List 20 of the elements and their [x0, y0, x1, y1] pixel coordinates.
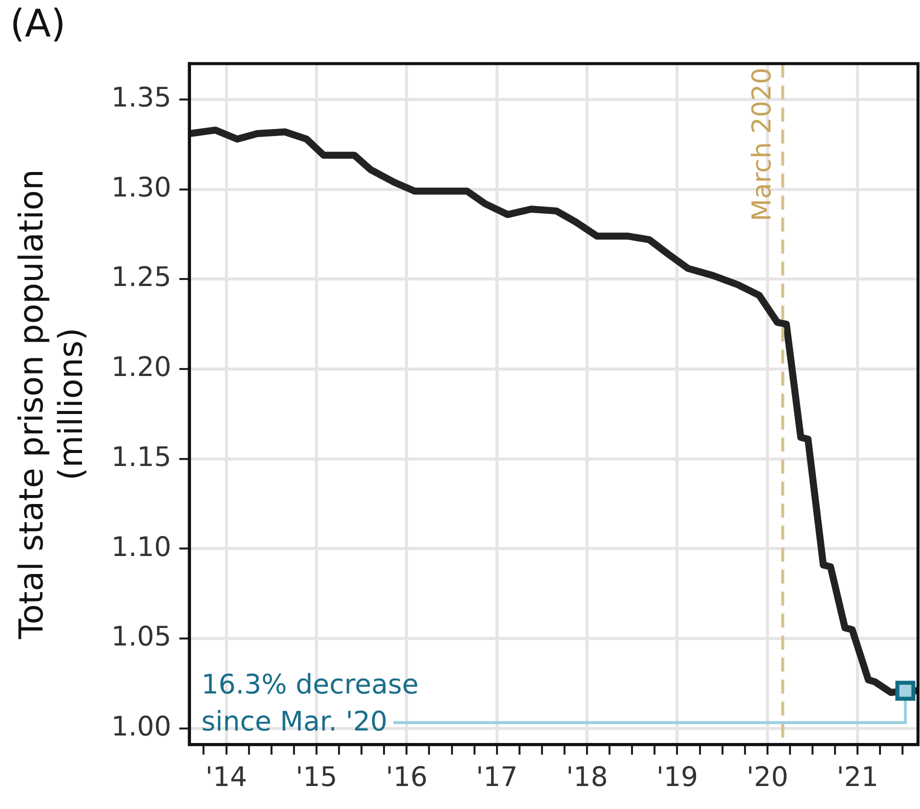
x-tick-label: '20: [746, 762, 788, 793]
y-tick-label: 1.05: [111, 622, 172, 653]
annotation: 16.3% decrease since Mar. '20: [201, 670, 419, 738]
chart-title: (A): [10, 2, 66, 46]
x-tick-label: '18: [566, 762, 608, 793]
x-tick-label: '21: [836, 762, 878, 793]
ref-line-label: March 2020: [747, 68, 778, 222]
y-tick-label: 1.15: [111, 442, 172, 473]
x-tick-label: '19: [656, 762, 698, 793]
x-tick-label: '17: [476, 762, 518, 793]
x-tick-label: '15: [296, 762, 338, 793]
x-tick-label: '16: [386, 762, 428, 793]
y-tick-label: 1.30: [111, 172, 172, 204]
y-tick-label: 1.25: [111, 262, 172, 294]
y-axis-title: Total state prison population (millions): [11, 169, 90, 640]
y-tick-label: 1.00: [111, 711, 172, 742]
y-tick-label: 1.35: [111, 82, 172, 114]
y-tick-label: 1.10: [111, 532, 172, 563]
x-tick-label: '14: [205, 762, 248, 793]
y-tick-label: 1.20: [111, 352, 172, 384]
